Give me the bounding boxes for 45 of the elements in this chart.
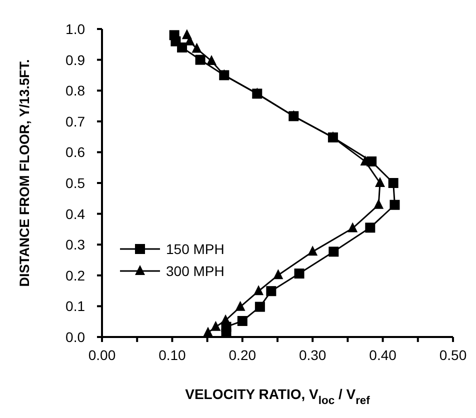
y-tick-label: 0.0 — [66, 328, 86, 345]
point — [220, 314, 231, 324]
x-tick-label: 0.20 — [228, 346, 256, 363]
x-tick-label: 0.30 — [298, 346, 326, 363]
point — [308, 246, 318, 256]
point — [273, 269, 284, 280]
point — [348, 222, 358, 232]
point — [254, 285, 264, 296]
point — [374, 177, 385, 187]
x-tick-label: 0.40 — [369, 346, 397, 363]
point — [221, 328, 232, 337]
point — [388, 178, 398, 188]
y-tick-label: 1.0 — [66, 20, 86, 37]
x-tick-label: 0.00 — [88, 346, 116, 363]
point — [192, 42, 202, 53]
point — [365, 222, 376, 233]
point — [254, 302, 265, 312]
y-tick-label: 0.7 — [66, 113, 86, 130]
point — [184, 35, 195, 46]
point — [210, 320, 221, 331]
point — [328, 246, 339, 257]
x-tick-label: 0.10 — [158, 346, 186, 363]
y-tick-label: 0.3 — [66, 236, 86, 253]
y-tick-label: 0.8 — [66, 82, 86, 99]
y-tick-label: 0.1 — [66, 298, 86, 314]
y-tick-label: 0.6 — [66, 144, 86, 160]
legend-label: 300 MPH — [166, 263, 224, 279]
point — [294, 268, 304, 279]
y-axis-title: DISTANCE FROM FLOOR, Y/13.5FT. — [16, 59, 32, 287]
x-axis-title: VELOCITY RATIO, V$_{loc}$ / V$_{ref}$ — [185, 386, 370, 407]
point — [235, 300, 246, 311]
point — [177, 42, 188, 52]
point — [266, 286, 276, 296]
point — [374, 198, 384, 209]
point — [237, 316, 248, 326]
point — [195, 54, 206, 65]
point — [203, 326, 213, 337]
y-tick-label: 0.4 — [66, 206, 86, 222]
y-tick-label: 0.5 — [66, 174, 86, 191]
point — [206, 55, 217, 66]
legend-label: 150 MPH — [166, 241, 224, 257]
y-tick-label: 0.9 — [66, 52, 86, 68]
point — [390, 200, 400, 210]
y-tick-label: 0.2 — [66, 267, 86, 284]
x-tick-label: 0.50 — [439, 346, 467, 363]
